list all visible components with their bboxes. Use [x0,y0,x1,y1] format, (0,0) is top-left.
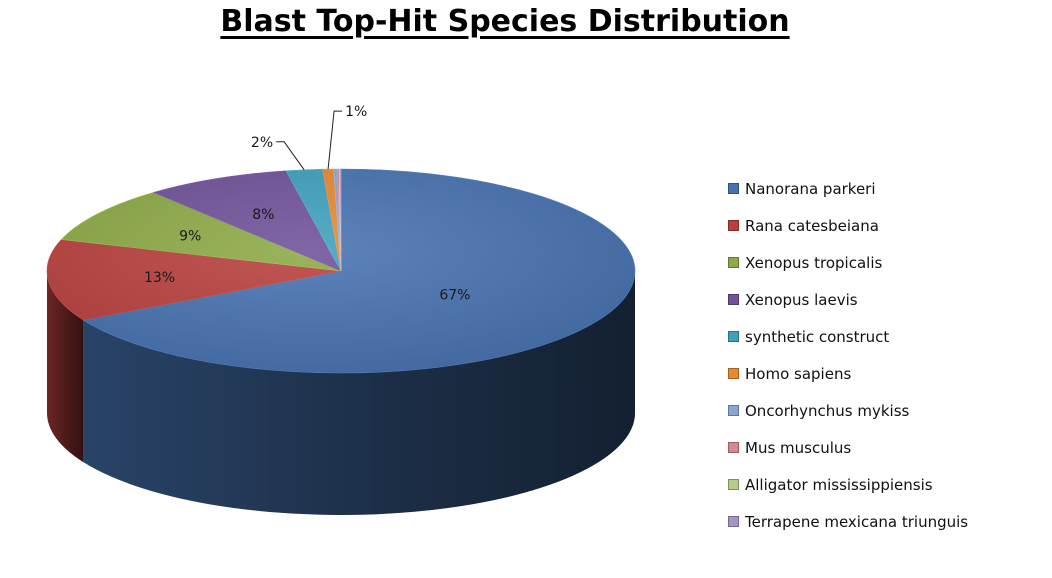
data-label-xenopus-tropicalis: 9% [179,228,201,244]
legend-swatch [728,183,739,194]
legend-swatch [728,479,739,490]
legend-item: Xenopus laevis [728,281,968,318]
legend-label: Terrapene mexicana triunguis [745,512,969,531]
legend-swatch [728,220,739,231]
legend-swatch [728,294,739,305]
legend-label: synthetic construct [745,327,890,346]
pie-leader-lines [276,110,343,171]
legend-item: Rana catesbeiana [728,207,968,244]
data-label-synthetic-construct: 2% [251,135,273,151]
legend-swatch [728,257,739,268]
legend-item: Homo sapiens [728,355,968,392]
pie-side-shading [83,271,635,516]
legend-swatch [728,405,739,416]
data-label-rana-catesbeiana: 13% [144,270,175,286]
legend-item: Alligator mississippiensis [728,466,968,503]
pie-top [46,168,636,374]
pie-side-shading [47,271,84,463]
legend-item: Mus musculus [728,429,968,466]
legend-item: Terrapene mexicana triunguis [728,503,968,540]
legend-swatch [728,516,739,527]
legend-label: Xenopus laevis [745,290,858,309]
chart-legend: Nanorana parkeri Rana catesbeiana Xenopus … [728,170,968,540]
legend-label: Homo sapiens [745,364,852,383]
data-label-nanorana-parkeri: 67% [439,287,470,303]
legend-label: Oncorhynchus mykiss [745,401,910,420]
legend-swatch [728,331,739,342]
legend-label: Xenopus tropicalis [745,253,883,272]
legend-item: Xenopus tropicalis [728,244,968,281]
legend-item: Nanorana parkeri [728,170,968,207]
legend-swatch [728,442,739,453]
legend-label: Rana catesbeiana [745,216,879,235]
pie-sides [47,271,635,516]
legend-swatch [728,368,739,379]
legend-label: Mus musculus [745,438,852,457]
data-label-xenopus-laevis: 8% [252,207,274,223]
data-label-homo-sapiens: 1% [345,104,367,120]
pie-top-shading [47,169,635,373]
legend-label: Alligator mississippiensis [745,475,933,494]
chart-title: Blast Top-Hit Species Distribution [220,4,790,39]
pie-data-labels: 67% 13% 9% 8% 2% 1% [144,104,470,303]
legend-item: synthetic construct [728,318,968,355]
legend-label: Nanorana parkeri [745,179,876,198]
leader-line [276,141,305,171]
leader-line [327,110,343,170]
legend-item: Oncorhynchus mykiss [728,392,968,429]
